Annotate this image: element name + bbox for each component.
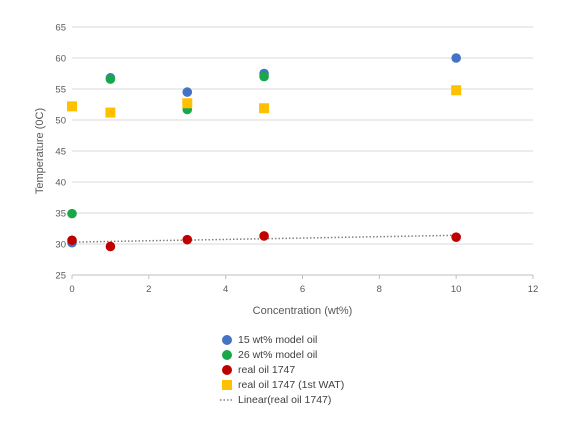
legend-label: 26 wt% model oil (238, 348, 318, 361)
trendline (71, 234, 457, 243)
x-axis-title: Concentration (wt%) (253, 305, 353, 317)
data-point-series-2 (259, 231, 269, 241)
legend-label: real oil 1747 (238, 363, 296, 376)
legend-marker (220, 333, 234, 347)
legend-item-1: 26 wt% model oil (220, 347, 344, 362)
y-tick-label: 30 (55, 240, 66, 251)
x-tick-label: 6 (300, 284, 305, 295)
y-tick-label: 60 (55, 54, 66, 65)
data-point-series-2 (451, 232, 461, 242)
y-tick-label: 50 (55, 116, 66, 127)
data-point-series-0 (451, 53, 461, 63)
legend-item-2: real oil 1747 (220, 362, 344, 377)
legend-marker (220, 393, 234, 407)
data-point-series-3 (451, 85, 462, 96)
x-tick-label: 2 (146, 284, 151, 295)
legend-item-0: 15 wt% model oil (220, 332, 344, 347)
legend-item-trendline: Linear(real oil 1747) (220, 392, 344, 407)
legend-marker (220, 363, 234, 377)
y-tick-label: 65 (55, 23, 66, 34)
x-tick-label: 8 (377, 284, 382, 295)
y-axis-title: Temperature (0C) (34, 108, 46, 194)
legend: 15 wt% model oil 26 wt% model oil real oil… (220, 332, 344, 407)
x-tick-label: 12 (528, 284, 539, 295)
data-point-series-0 (182, 87, 193, 97)
legend-label: 15 wt% model oil (238, 333, 318, 346)
y-tick-label: 55 (55, 85, 66, 96)
legend-marker (220, 378, 234, 392)
y-tick-label: 45 (55, 147, 66, 158)
data-point-series-1 (67, 208, 77, 219)
y-tick-label: 40 (55, 178, 66, 189)
legend-marker (220, 348, 234, 362)
x-tick-label: 4 (223, 284, 228, 295)
data-point-series-1 (105, 74, 116, 84)
x-tick-label: 10 (451, 284, 462, 295)
legend-label: real oil 1747 (1st WAT) (238, 378, 345, 391)
data-point-series-3 (67, 101, 77, 112)
data-point-series-3 (259, 103, 270, 114)
data-point-series-3 (105, 107, 116, 118)
data-point-series-2 (67, 235, 77, 246)
legend-item-3: real oil 1747 (1st WAT) (220, 377, 344, 392)
legend-label: Linear(real oil 1747) (238, 393, 332, 406)
data-point-series-3 (182, 98, 193, 109)
y-tick-label: 25 (55, 271, 66, 282)
data-point-series-2 (182, 234, 193, 245)
x-tick-label: 0 (69, 284, 74, 295)
data-point-series-2 (105, 241, 116, 252)
data-point-series-1 (259, 71, 269, 82)
y-tick-label: 35 (55, 209, 66, 220)
